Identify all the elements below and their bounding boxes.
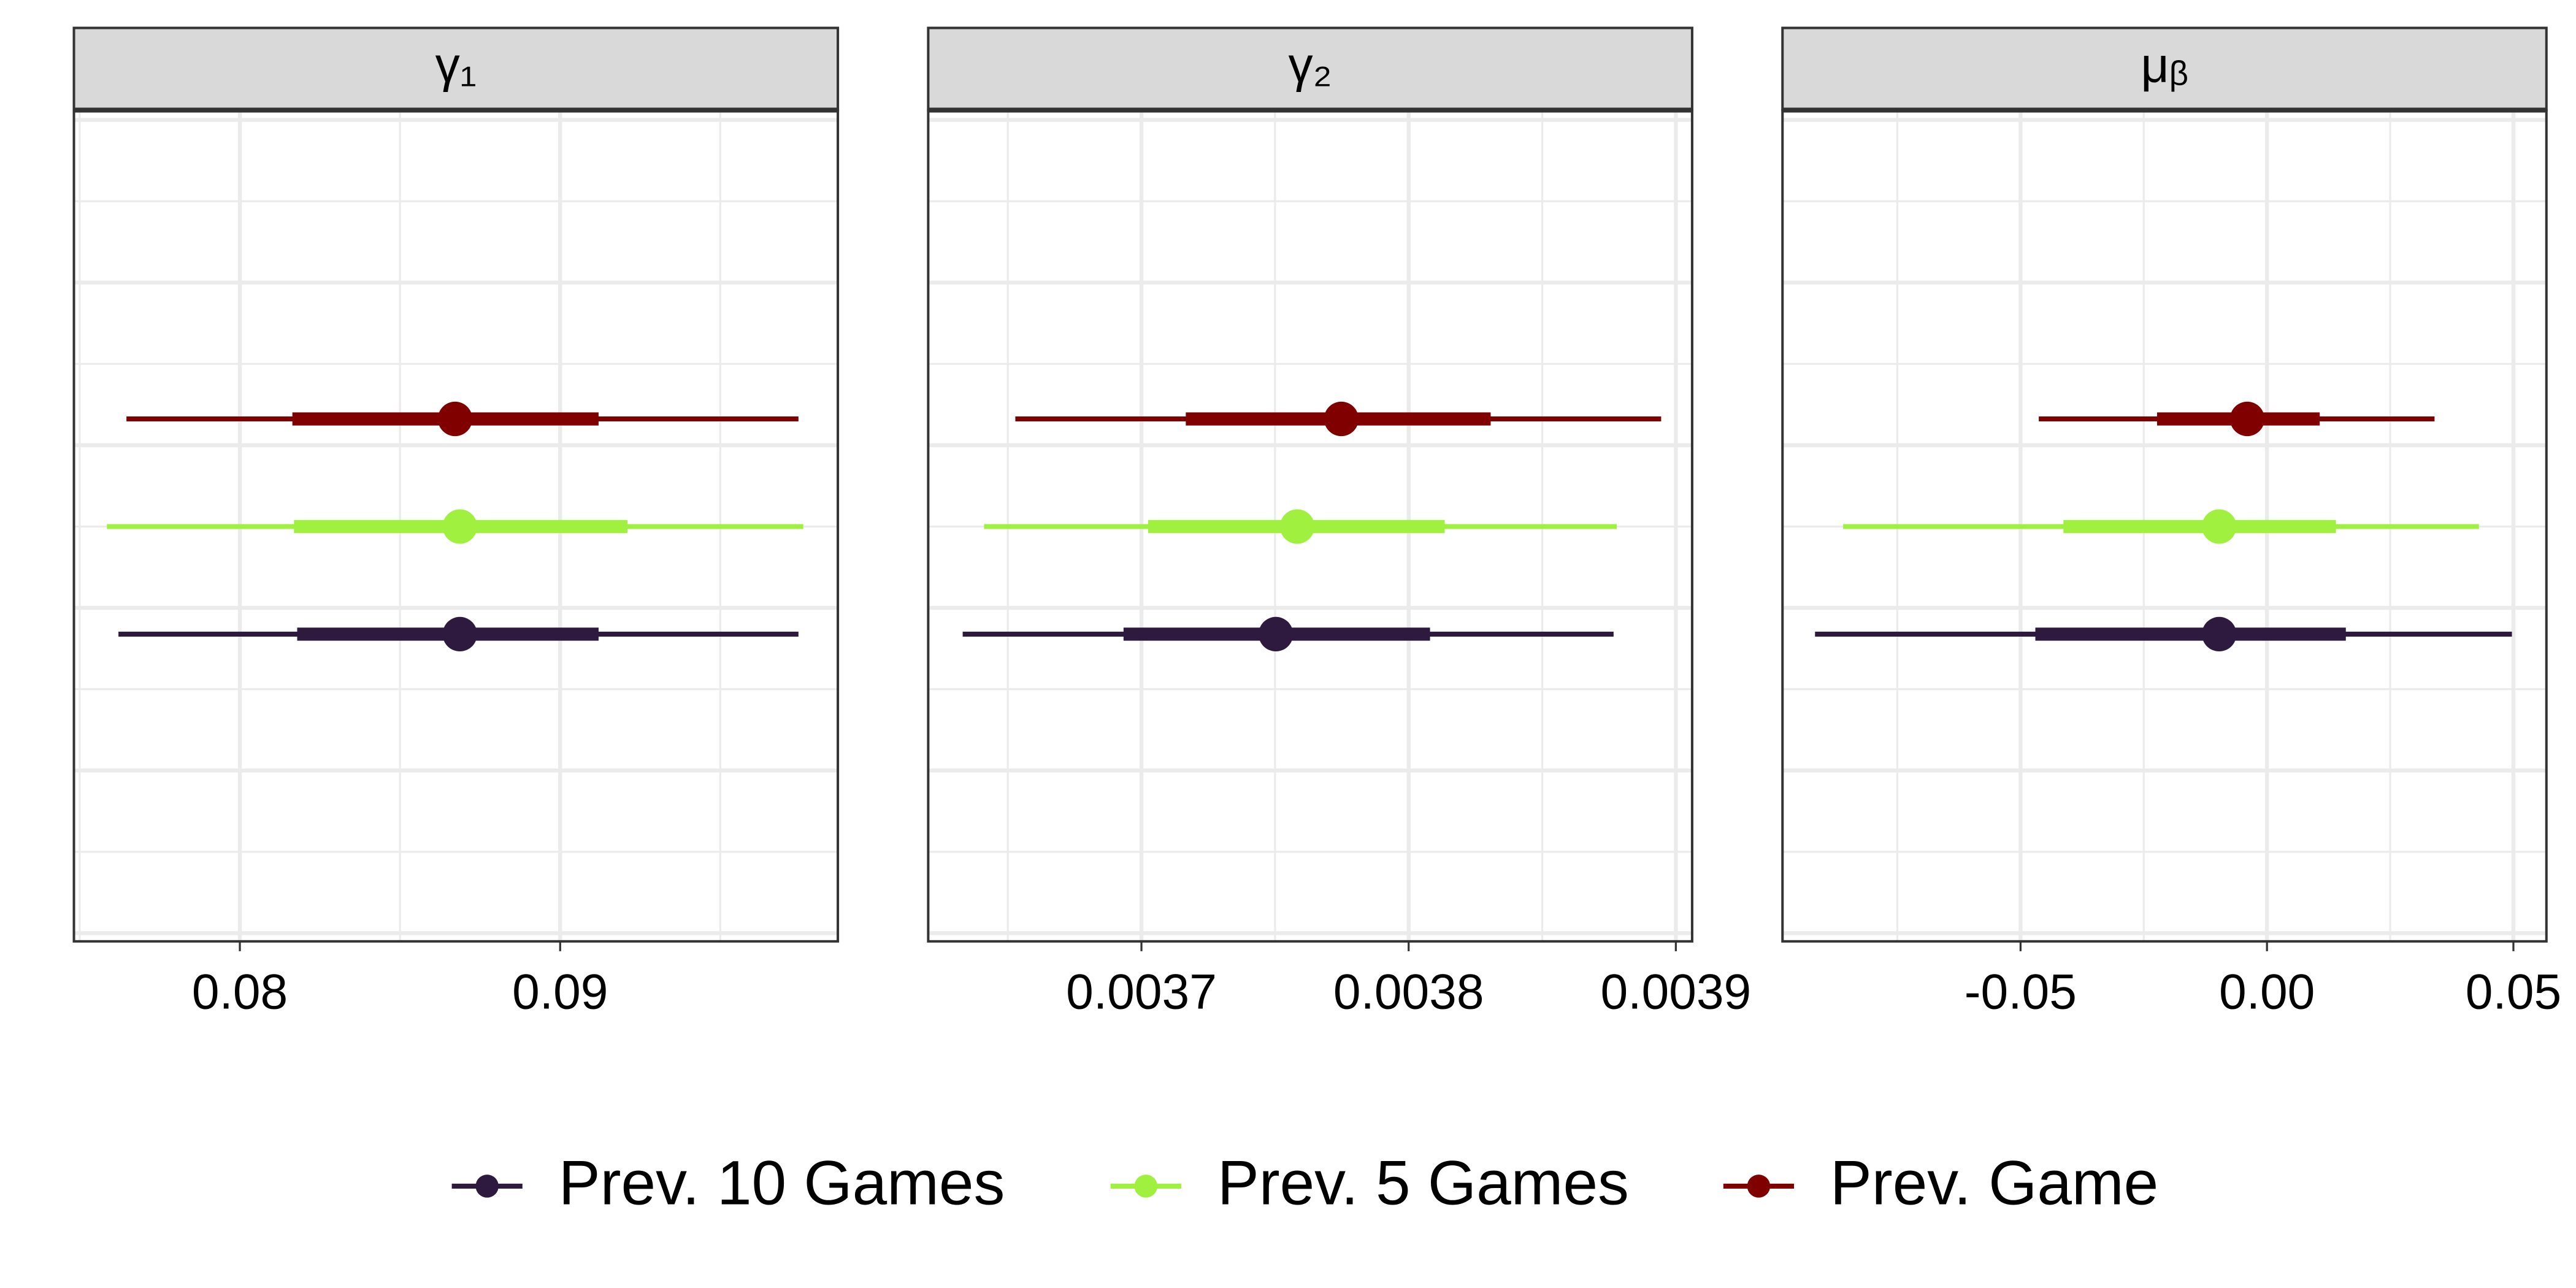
point-estimate bbox=[2202, 616, 2237, 652]
point-estimate bbox=[442, 509, 477, 544]
legend-label: Prev. 10 Games bbox=[559, 1148, 1005, 1217]
strip-title: γ₂ bbox=[1288, 38, 1332, 93]
point-estimate bbox=[442, 616, 477, 652]
x-tick-label: 0.0037 bbox=[1066, 964, 1217, 1019]
legend-swatch-dot bbox=[475, 1175, 499, 1198]
strip-title: γ₁ bbox=[435, 38, 477, 93]
x-tick-label: 0.05 bbox=[2466, 964, 2561, 1019]
strip bbox=[72, 26, 840, 112]
x-tick-label: 0.0039 bbox=[1600, 964, 1751, 1019]
point-estimate bbox=[2229, 401, 2265, 437]
strip-title: μᵦ bbox=[2141, 38, 2188, 93]
strip bbox=[1781, 26, 2548, 112]
x-tick-label: 0.00 bbox=[2219, 964, 2315, 1019]
x-tick-label: -0.05 bbox=[1965, 964, 2077, 1019]
legend-swatch-dot bbox=[1747, 1175, 1771, 1198]
point-estimate bbox=[1279, 509, 1315, 544]
point-estimate bbox=[2202, 509, 2237, 544]
x-tick-label: 0.09 bbox=[512, 964, 608, 1019]
x-tick-label: 0.08 bbox=[192, 964, 288, 1019]
legend-label: Prev. Game bbox=[1830, 1148, 2158, 1217]
legend-label: Prev. 5 Games bbox=[1217, 1148, 1629, 1217]
legend-swatch-dot bbox=[1134, 1175, 1158, 1198]
point-estimate bbox=[437, 401, 473, 437]
point-estimate bbox=[1259, 616, 1294, 652]
point-estimate bbox=[1324, 401, 1359, 437]
x-tick-label: 0.0038 bbox=[1333, 964, 1484, 1019]
